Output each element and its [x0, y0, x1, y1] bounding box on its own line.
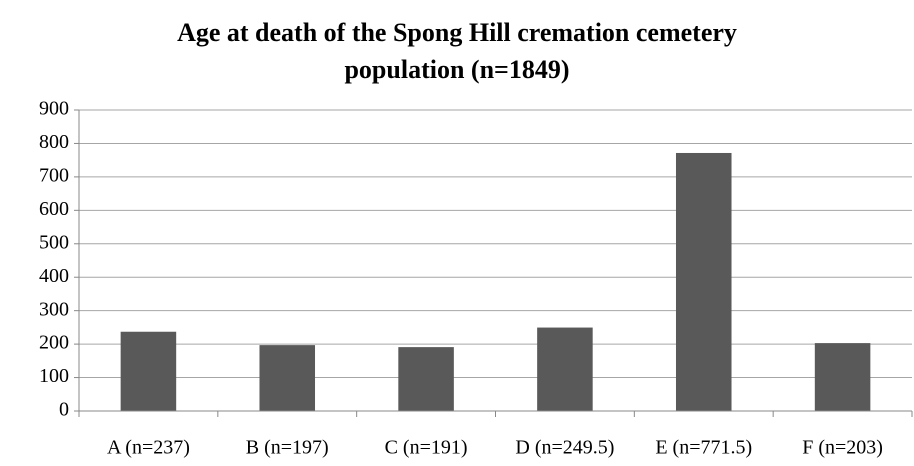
x-tick-label: A (n=237) [107, 437, 190, 459]
x-tick-label: C (n=191) [385, 437, 468, 459]
bar [120, 331, 177, 411]
y-tick-label: 200 [39, 332, 69, 354]
y-tick-label: 0 [59, 399, 69, 421]
y-tick-label: 700 [39, 164, 69, 186]
y-tick-label: 500 [39, 231, 69, 253]
bar [675, 152, 732, 411]
bar [537, 327, 593, 411]
y-tick-label: 800 [39, 131, 69, 153]
bar [814, 343, 871, 411]
x-tick-label: B (n=197) [246, 437, 329, 459]
chart-title: Age at death of the Spong Hill cremation… [177, 18, 737, 84]
y-tick-label: 900 [39, 98, 69, 120]
y-tick-label: 400 [39, 265, 69, 287]
y-tick-label: 300 [39, 298, 69, 320]
y-tick-label: 600 [39, 198, 69, 220]
bar [398, 347, 454, 411]
x-tick-label: E (n=771.5) [655, 437, 752, 459]
bar [259, 345, 316, 411]
y-tick-label: 100 [39, 365, 69, 387]
x-tick-label: D (n=249.5) [515, 437, 614, 459]
x-tick-label: F (n=203) [802, 437, 883, 459]
